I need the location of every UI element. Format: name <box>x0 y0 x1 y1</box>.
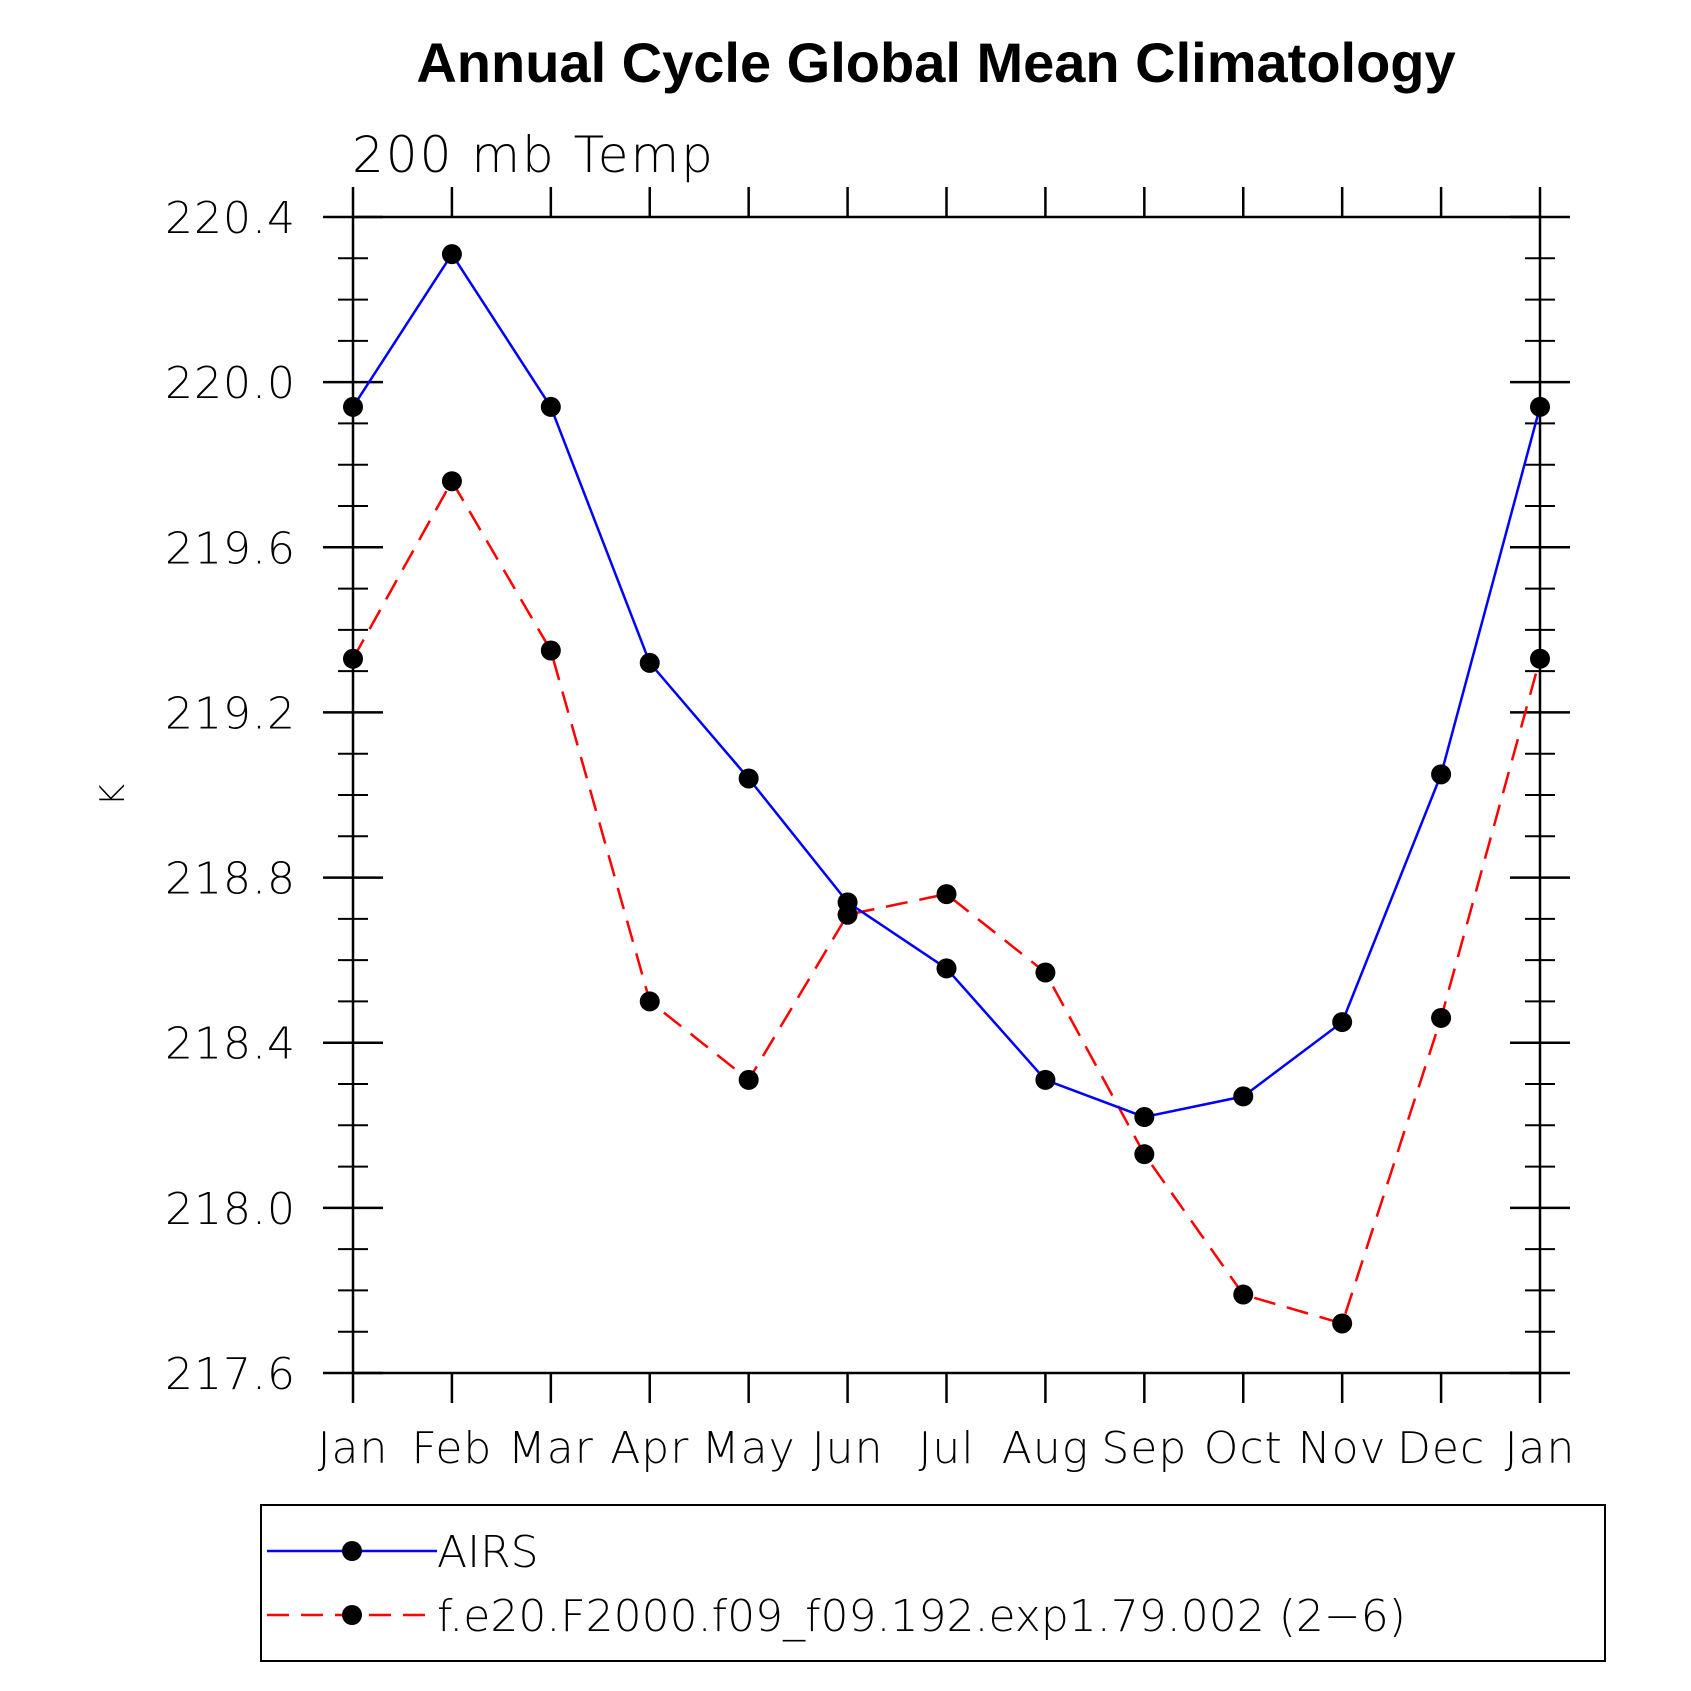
series-1-point <box>1530 648 1550 669</box>
series-0-point <box>540 396 561 417</box>
x-tick-label: May <box>702 1423 796 1474</box>
x-tick-label: Jun <box>812 1423 884 1474</box>
plot-area <box>343 244 1550 1334</box>
chart-subtitle: 200 mb Temp <box>352 126 715 184</box>
series-1-point <box>540 640 561 661</box>
axes: Jan Feb Mar Apr May Jun Jul Aug Sep Oct Nov Dec Jan 2… <box>165 187 1576 1474</box>
legend: AIRS f.e20.F2000.f09_f09.192.exp1.79.002… <box>260 1504 1606 1662</box>
legend-marker-airs <box>342 1541 362 1561</box>
y-tick-label: 218.4 <box>165 1019 296 1070</box>
x-tick-label: Nov <box>1298 1423 1387 1474</box>
legend-box <box>260 1504 1606 1662</box>
x-tick-label: Dec <box>1397 1423 1485 1474</box>
series-line-0 <box>351 251 1542 1119</box>
y-tick-label: 220.0 <box>165 358 296 409</box>
legend-marker-model <box>342 1605 362 1625</box>
series-1-point <box>343 648 363 669</box>
x-tick-label: Jan <box>318 1423 389 1474</box>
x-tick-label: Aug <box>1002 1423 1089 1474</box>
series-0-point <box>738 768 759 789</box>
series-0-point <box>1035 1069 1056 1090</box>
chart-title: Annual Cycle Global Mean Climatology <box>416 31 1455 94</box>
series-1-point <box>1035 962 1056 983</box>
plot-frame <box>351 215 1542 1375</box>
y-tick-label: 219.2 <box>165 688 296 739</box>
y-tick-label: 218.8 <box>165 854 296 905</box>
legend-label-model: f.e20.F2000.f09_f09.192.exp1.79.002 (2−6… <box>437 1591 1406 1642</box>
series-0-point <box>1530 396 1550 417</box>
series-0-point <box>936 958 957 979</box>
series-0-point <box>1332 1012 1353 1033</box>
x-tick-label: Apr <box>610 1423 689 1474</box>
legend-label-airs: AIRS <box>437 1527 539 1578</box>
series-0-point <box>639 652 660 673</box>
series-1-point <box>837 904 858 925</box>
y-tick-label: 218.0 <box>165 1184 296 1235</box>
series-1-point <box>639 991 660 1012</box>
y-tick-label: 217.6 <box>165 1349 296 1400</box>
x-tick-label: Feb <box>411 1423 492 1474</box>
series-0-point <box>343 396 363 417</box>
x-tick-label: Sep <box>1101 1423 1187 1474</box>
series-1-point <box>1332 1313 1353 1334</box>
series-1-point <box>1233 1284 1254 1305</box>
series-0-point <box>1233 1086 1254 1107</box>
series-1-point <box>441 471 462 492</box>
x-tick-label: Mar <box>508 1423 594 1474</box>
y-axis-label: K <box>93 784 133 806</box>
y-tick-label: 219.6 <box>165 523 296 574</box>
series-0-point <box>441 244 462 265</box>
series-0-point <box>1431 764 1452 785</box>
series-1-point <box>738 1069 759 1090</box>
x-tick-label: Jan <box>1505 1423 1576 1474</box>
x-tick-label: Jul <box>918 1423 974 1474</box>
series-0-point <box>1134 1107 1155 1128</box>
series-1-point <box>936 884 957 905</box>
series-1-point <box>1431 1007 1452 1028</box>
y-tick-label: 220.4 <box>165 193 296 244</box>
series-1-point <box>1134 1144 1155 1165</box>
x-tick-label: Oct <box>1204 1423 1283 1474</box>
